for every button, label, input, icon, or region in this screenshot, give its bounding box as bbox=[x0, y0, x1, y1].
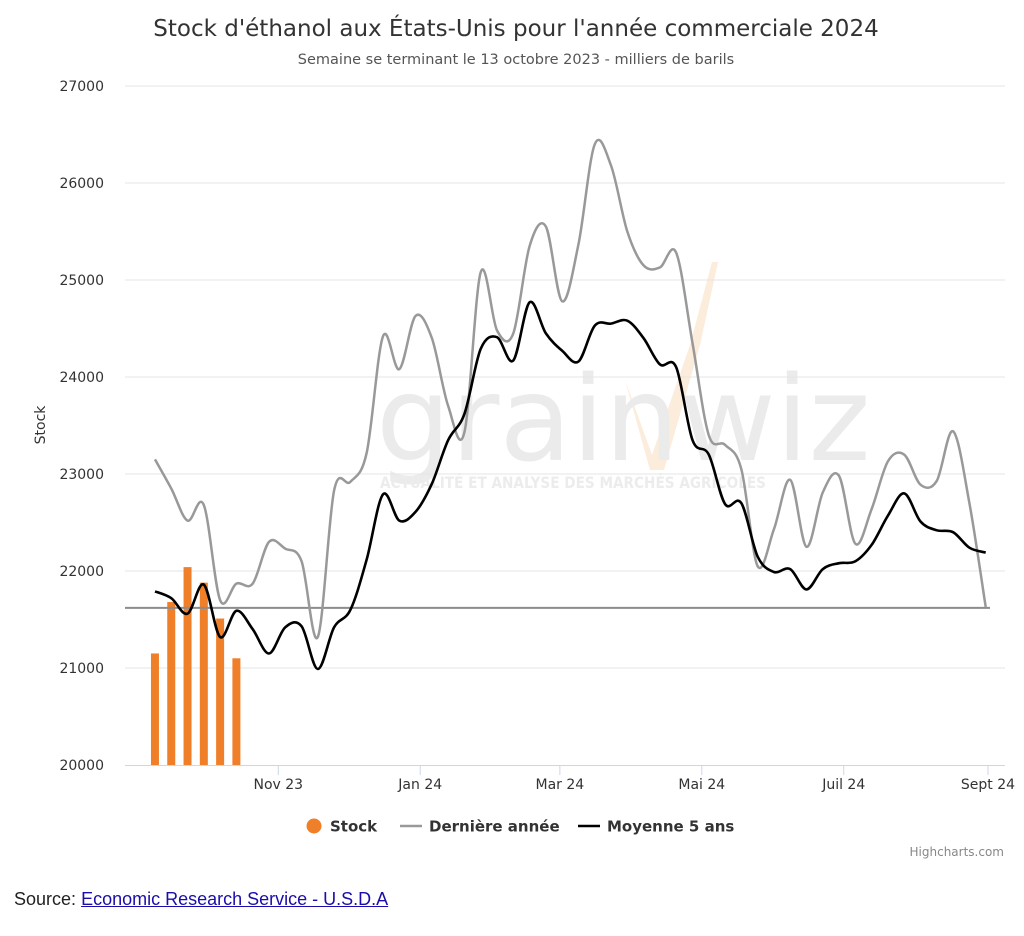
stock-bar[interactable] bbox=[150, 653, 159, 765]
stock-bar[interactable] bbox=[167, 602, 176, 765]
y-tick-label: 24000 bbox=[59, 370, 104, 386]
y-tick-label: 25000 bbox=[59, 273, 104, 289]
grainwiz-watermark: grainwiz ACTUALITÉ ET ANALYSE DES MARCHÉ… bbox=[376, 262, 871, 492]
chart-subtitle: Semaine se terminant le 13 octobre 2023 … bbox=[298, 52, 734, 68]
source-link[interactable]: Economic Research Service - U.S.D.A bbox=[81, 889, 389, 909]
legend-item-moyenne-5-ans[interactable]: Moyenne 5 ans bbox=[578, 818, 734, 836]
y-tick-label: 20000 bbox=[59, 758, 104, 774]
derniere-annee-line[interactable] bbox=[153, 138, 987, 640]
legend-label-stock: Stock bbox=[330, 818, 378, 836]
legend-item-derniere-annee[interactable]: Dernière année bbox=[400, 818, 560, 836]
source-line: Source: Economic Research Service - U.S.… bbox=[14, 889, 388, 910]
x-tick-label: Jan 24 bbox=[397, 777, 442, 793]
x-tick-label: Nov 23 bbox=[253, 777, 303, 793]
y-tick-label: 23000 bbox=[59, 467, 104, 483]
stock-bar[interactable] bbox=[232, 658, 241, 765]
x-tick-label: Mar 24 bbox=[536, 777, 585, 793]
x-tick-label: Sept 24 bbox=[961, 777, 1015, 793]
moyenne-5-ans-line[interactable] bbox=[154, 300, 987, 671]
x-tick-label: Juil 24 bbox=[821, 777, 865, 793]
y-axis-labels: 20000 21000 22000 23000 24000 25000 26000 27000 bbox=[59, 79, 104, 774]
x-axis: Nov 23 Jan 24 Mar 24 Mai 24 Juil 24 Sept 24 bbox=[125, 765, 1015, 793]
series-lines bbox=[153, 138, 987, 671]
legend-item-stock[interactable]: Stock bbox=[306, 818, 379, 836]
y-tick-label: 22000 bbox=[59, 564, 104, 580]
stock-columns bbox=[150, 567, 241, 765]
stock-bar[interactable] bbox=[216, 618, 225, 765]
x-tick-label: Mai 24 bbox=[678, 777, 725, 793]
legend-symbol-stock bbox=[306, 818, 322, 834]
grid-lines bbox=[125, 85, 1005, 669]
stock-bar[interactable] bbox=[183, 567, 192, 765]
ethanol-stock-chart: Stock d'éthanol aux États-Unis pour l'an… bbox=[33, 14, 1015, 859]
legend-label-derniere-annee: Dernière année bbox=[429, 818, 560, 836]
watermark-brand: grainwiz bbox=[376, 350, 871, 488]
chart-title: Stock d'éthanol aux États-Unis pour l'an… bbox=[153, 14, 878, 42]
watermark-tagline: ACTUALITÉ ET ANALYSE DES MARCHÉS AGRICOL… bbox=[380, 473, 766, 492]
y-tick-label: 21000 bbox=[59, 661, 104, 677]
watermark-wheat-icon bbox=[625, 262, 718, 470]
y-tick-label: 27000 bbox=[59, 79, 104, 95]
y-axis-title: Stock bbox=[33, 405, 49, 445]
highcharts-credits[interactable]: Highcharts.com bbox=[910, 845, 1004, 859]
source-label: Source: bbox=[14, 889, 77, 909]
legend: Stock Dernière année Moyenne 5 ans bbox=[306, 818, 734, 836]
legend-label-moyenne-5-ans: Moyenne 5 ans bbox=[607, 818, 734, 836]
y-tick-label: 26000 bbox=[59, 176, 104, 192]
stock-bar[interactable] bbox=[199, 582, 208, 765]
